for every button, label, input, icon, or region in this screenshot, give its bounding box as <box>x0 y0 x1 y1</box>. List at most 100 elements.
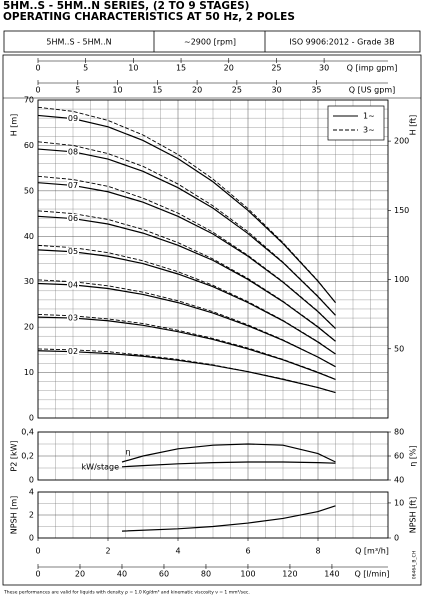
label-bg <box>67 247 79 257</box>
y-tick-label: 50 <box>24 186 34 195</box>
label-bg <box>67 114 79 124</box>
label-bg <box>67 313 79 323</box>
panel-frame <box>37 99 389 419</box>
curve <box>37 316 336 380</box>
subtitle: OPERATING CHARACTERISTICS AT 50 Hz, 2 PO… <box>3 11 295 23</box>
stage-label: 05 <box>68 247 78 256</box>
x-tick-label: 0 <box>35 570 40 579</box>
curve <box>121 461 336 468</box>
legend-label: 1~ <box>363 112 375 121</box>
y-tick-label: 2 <box>29 511 34 520</box>
stage-label: 06 <box>68 214 78 223</box>
y2-tick-label: 10 <box>394 498 404 507</box>
drawing-code: 06464_B_CH <box>412 551 418 579</box>
curve-3ph <box>37 279 336 368</box>
x-tick-label: 30 <box>319 64 329 73</box>
curve <box>121 443 336 463</box>
y2-tick-label: 100 <box>394 275 409 284</box>
x-axis-label: Q [US gpm] <box>349 86 396 95</box>
label-bg <box>67 214 79 224</box>
x-tick-label: 0 <box>35 64 40 73</box>
y2-tick-label: 40 <box>394 476 404 485</box>
stage-label: 02 <box>68 347 78 356</box>
stage-label: 09 <box>68 114 78 123</box>
y-tick-label: 0,4 <box>21 428 34 437</box>
y-tick-label: 10 <box>24 368 34 377</box>
x-tick-label: 140 <box>324 570 339 579</box>
y-tick-label: 0,2 <box>21 452 34 461</box>
y-axis-label: NPSH [m] <box>10 496 19 534</box>
x-tick-label: 0 <box>35 547 40 556</box>
speed: ~2900 [rpm] <box>184 38 236 47</box>
x-tick-label: 5 <box>83 64 88 73</box>
curve <box>37 350 336 394</box>
x-tick-label: 100 <box>240 570 255 579</box>
y2-tick-label: 60 <box>394 452 404 461</box>
y-tick-label: 60 <box>24 141 34 150</box>
x-tick-label: 8 <box>315 547 320 556</box>
x-tick-label: 80 <box>201 570 211 579</box>
curve <box>37 148 336 316</box>
outer-frame <box>2 54 422 586</box>
label-bg <box>67 180 79 190</box>
x-tick-label: 35 <box>311 86 321 95</box>
curve <box>37 215 336 342</box>
y2-tick-label: 50 <box>394 344 404 353</box>
label-bg <box>67 280 79 290</box>
x-tick-label: 0 <box>35 86 40 95</box>
x-axis-label: Q [m³/h] <box>355 547 389 556</box>
curve-3ph <box>37 348 336 393</box>
title: 5HM..S - 5HM..N SERIES, (2 TO 9 STAGES) <box>3 0 249 12</box>
x-axis-label: Q [l/min] <box>354 570 389 579</box>
y-axis-label: P2 [kW] <box>10 440 19 471</box>
model: 5HM..S - 5HM..N <box>46 38 111 47</box>
y2-axis-label: η [%] <box>409 445 418 466</box>
legend-box <box>327 105 385 141</box>
legend-label: 3~ <box>363 126 375 135</box>
y-tick-label: 0 <box>29 414 34 423</box>
x-tick-label: 60 <box>159 570 169 579</box>
x-axis-label: Q [imp gpm] <box>347 64 398 73</box>
x-tick-label: 2 <box>105 547 110 556</box>
y-tick-label: 40 <box>24 232 34 241</box>
x-tick-label: 25 <box>271 64 281 73</box>
label-bg <box>67 347 79 357</box>
x-tick-label: 20 <box>192 86 202 95</box>
x-tick-label: 15 <box>152 86 162 95</box>
y-tick-label: 20 <box>24 323 34 332</box>
x-tick-label: 20 <box>75 570 85 579</box>
curve <box>37 249 336 355</box>
curve-3ph <box>37 210 336 342</box>
x-tick-label: 10 <box>112 86 122 95</box>
y-axis-label: H [m] <box>10 114 19 137</box>
curve <box>37 182 336 329</box>
stage-label: 08 <box>68 147 78 156</box>
x-tick-label: 40 <box>117 570 127 579</box>
x-tick-label: 30 <box>272 86 282 95</box>
x-tick-label: 6 <box>245 547 250 556</box>
y-tick-label: 0 <box>29 476 34 485</box>
x-tick-label: 120 <box>282 570 297 579</box>
series-label: kW/stage <box>82 462 120 471</box>
info-box <box>3 30 421 53</box>
x-tick-label: 10 <box>128 64 138 73</box>
y2-tick-label: 200 <box>394 137 409 146</box>
y2-tick-label: 150 <box>394 206 409 215</box>
y2-axis-label: NPSH [ft] <box>409 497 418 534</box>
curve-3ph <box>37 244 336 355</box>
series-label: η <box>125 448 130 457</box>
y-tick-label: 0 <box>29 534 34 543</box>
x-tick-label: 20 <box>224 64 234 73</box>
footnote: These performances are valid for liquids… <box>3 590 250 596</box>
y2-tick-label: 80 <box>394 428 404 437</box>
y-tick-label: 70 <box>24 96 34 105</box>
curve <box>121 505 336 532</box>
curve <box>37 114 336 303</box>
curve-3ph <box>37 313 336 380</box>
y-tick-label: 4 <box>29 488 34 497</box>
x-tick-label: 25 <box>232 86 242 95</box>
curve <box>37 282 336 368</box>
label-bg <box>67 147 79 157</box>
curve-3ph <box>37 106 336 303</box>
